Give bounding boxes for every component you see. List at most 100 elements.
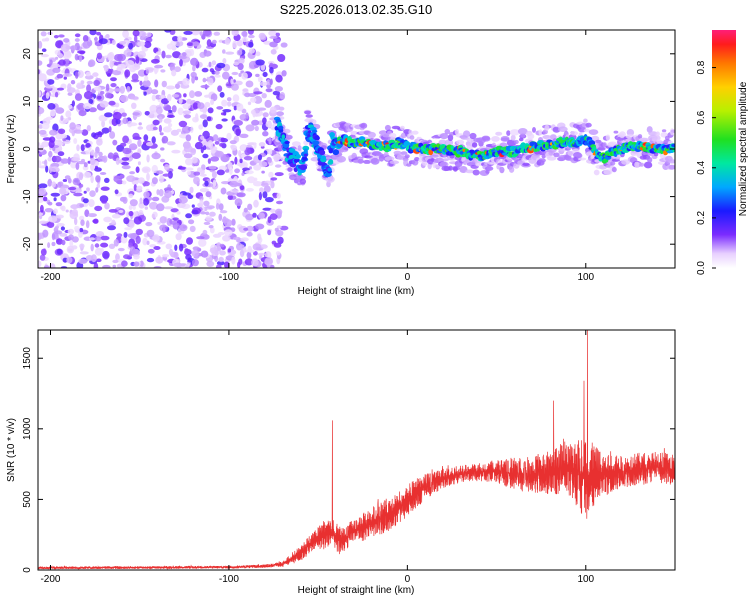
noise-blob: [275, 164, 282, 168]
noise-blob: [94, 132, 104, 136]
noise-blob: [45, 116, 54, 121]
noise-blob: [63, 76, 67, 80]
noise-blob: [42, 229, 49, 238]
noise-blob: [96, 95, 102, 100]
noise-blob: [71, 209, 78, 216]
noise-blob: [104, 202, 110, 210]
noise-blob: [62, 179, 68, 182]
noise-blob: [79, 215, 85, 221]
noise-blob: [95, 187, 99, 193]
noise-blob: [143, 134, 149, 142]
noise-blob: [168, 248, 174, 256]
noise-blob: [122, 147, 132, 155]
noise-blob: [214, 249, 219, 256]
noise-blob: [80, 80, 85, 85]
noise-blob: [109, 131, 116, 139]
ridge-halo-blob: [444, 139, 454, 147]
noise-blob: [252, 243, 262, 251]
noise-blob: [226, 97, 232, 102]
noise-blob: [155, 256, 164, 264]
noise-blob: [107, 225, 116, 231]
ridge-halo-blob: [538, 158, 546, 163]
ridge-halo-blob: [325, 156, 332, 160]
noise-blob: [144, 75, 149, 82]
ridge-core-blob: [307, 130, 312, 134]
noise-blob: [65, 209, 69, 213]
y-tick-label: 500: [22, 491, 33, 508]
noise-blob: [156, 170, 164, 175]
noise-blob: [221, 99, 228, 107]
noise-blob: [172, 222, 180, 230]
noise-blob: [248, 41, 254, 48]
noise-blob: [105, 92, 112, 99]
ridge-core-blob: [303, 148, 308, 153]
noise-blob: [253, 95, 263, 104]
noise-blob: [164, 206, 174, 210]
ridge-halo-blob: [603, 169, 613, 176]
noise-blob: [119, 85, 126, 94]
noise-blob: [112, 259, 119, 264]
noise-blob: [236, 103, 244, 112]
noise-blob: [258, 77, 262, 83]
noise-blob: [258, 161, 268, 168]
noise-blob: [51, 181, 56, 188]
noise-blob: [122, 117, 128, 125]
ridge-halo-blob: [651, 135, 661, 141]
noise-blob: [117, 247, 125, 252]
y-tick-label: 20: [22, 48, 33, 60]
noise-blob: [40, 204, 44, 213]
noise-blob: [89, 157, 96, 165]
noise-blob: [156, 106, 163, 115]
noise-blob: [38, 199, 44, 203]
colorbar-label: Normalized spectral amplitude: [738, 81, 749, 216]
noise-blob: [196, 236, 205, 240]
noise-blob: [89, 190, 96, 198]
noise-blob: [61, 205, 66, 212]
noise-blob: [45, 85, 54, 89]
noise-blob: [151, 213, 155, 219]
noise-blob: [47, 156, 52, 162]
noise-blob: [172, 51, 181, 59]
noise-blob: [275, 32, 280, 37]
noise-blob: [227, 194, 233, 200]
noise-blob: [80, 144, 85, 152]
noise-blob: [263, 185, 271, 193]
noise-blob: [94, 243, 100, 248]
noise-blob: [240, 237, 249, 242]
noise-blob: [85, 220, 90, 229]
ridge-halo-blob: [667, 159, 675, 164]
noise-blob: [119, 41, 127, 45]
ridge-core-blob: [469, 149, 475, 154]
ridge-core-blob: [320, 155, 326, 160]
noise-blob: [191, 249, 200, 257]
noise-blob: [121, 180, 127, 185]
noise-blob: [44, 37, 50, 42]
noise-blob: [219, 143, 224, 147]
noise-blob: [123, 254, 131, 260]
noise-blob: [216, 62, 226, 69]
noise-blob: [210, 99, 215, 105]
noise-blob: [208, 165, 217, 170]
noise-blob: [187, 257, 192, 263]
noise-blob: [242, 88, 249, 92]
noise-blob: [214, 70, 220, 75]
ridge-halo-blob: [514, 139, 519, 145]
noise-blob: [122, 30, 129, 38]
noise-blob: [43, 196, 48, 202]
noise-blob: [252, 212, 257, 218]
noise-blob: [120, 236, 128, 244]
noise-blob: [81, 158, 85, 163]
noise-blob: [66, 87, 76, 94]
noise-blob: [129, 246, 136, 255]
noise-blob: [101, 200, 107, 204]
noise-blob: [57, 151, 65, 157]
noise-blob: [137, 126, 144, 130]
ridge-halo-blob: [643, 161, 653, 169]
noise-blob: [257, 107, 267, 111]
noise-blob: [145, 222, 153, 227]
noise-blob: [231, 218, 236, 226]
noise-blob: [59, 187, 67, 195]
ridge-halo-blob: [640, 137, 650, 142]
noise-blob: [38, 107, 45, 115]
ridge-halo-blob: [350, 130, 359, 136]
